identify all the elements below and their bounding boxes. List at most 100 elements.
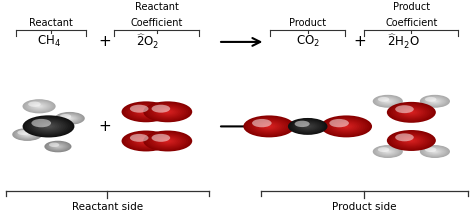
Circle shape (36, 105, 42, 108)
Circle shape (306, 126, 310, 127)
Circle shape (138, 138, 154, 144)
Circle shape (46, 142, 69, 151)
Circle shape (336, 122, 357, 131)
Circle shape (387, 130, 436, 151)
Circle shape (22, 99, 55, 113)
Circle shape (430, 99, 440, 103)
Circle shape (144, 140, 148, 142)
Circle shape (247, 117, 291, 136)
Circle shape (18, 131, 36, 138)
Circle shape (31, 103, 47, 110)
Circle shape (134, 107, 158, 117)
Circle shape (344, 126, 348, 127)
Circle shape (132, 106, 160, 118)
Circle shape (304, 125, 311, 128)
Circle shape (142, 110, 150, 114)
Circle shape (29, 118, 68, 135)
Text: Coefficient: Coefficient (385, 18, 438, 28)
Circle shape (320, 115, 372, 137)
Circle shape (384, 100, 392, 103)
Circle shape (393, 133, 430, 148)
Circle shape (136, 137, 156, 145)
Circle shape (265, 124, 273, 128)
Circle shape (301, 124, 314, 129)
Circle shape (166, 140, 170, 142)
Circle shape (420, 95, 450, 108)
Circle shape (162, 109, 174, 114)
Circle shape (261, 123, 278, 130)
Circle shape (395, 105, 428, 119)
Circle shape (380, 98, 395, 104)
Circle shape (401, 108, 421, 117)
Circle shape (263, 124, 275, 129)
Circle shape (391, 104, 432, 121)
Circle shape (151, 134, 184, 148)
Circle shape (375, 146, 401, 157)
Circle shape (338, 123, 355, 130)
Circle shape (134, 136, 158, 146)
Circle shape (128, 133, 164, 149)
Circle shape (31, 119, 66, 134)
Circle shape (40, 123, 57, 130)
Circle shape (395, 105, 414, 113)
Circle shape (374, 95, 401, 107)
Circle shape (160, 138, 176, 144)
Circle shape (300, 123, 316, 130)
Circle shape (373, 145, 403, 158)
Circle shape (20, 131, 35, 138)
Circle shape (160, 108, 176, 115)
Circle shape (243, 115, 295, 137)
Circle shape (18, 130, 29, 135)
Circle shape (424, 97, 446, 106)
Circle shape (295, 121, 310, 127)
Circle shape (164, 110, 172, 114)
Circle shape (401, 136, 421, 145)
Circle shape (29, 102, 49, 111)
Circle shape (126, 103, 166, 121)
Circle shape (383, 99, 393, 103)
Text: +: + (353, 34, 366, 49)
Circle shape (250, 118, 288, 135)
Circle shape (58, 114, 81, 123)
Circle shape (432, 100, 438, 102)
Circle shape (149, 133, 186, 149)
Circle shape (56, 112, 83, 124)
Text: Reactant: Reactant (135, 2, 179, 12)
Circle shape (383, 149, 393, 154)
Circle shape (124, 102, 169, 121)
Circle shape (410, 140, 413, 141)
Circle shape (157, 137, 178, 145)
Circle shape (35, 104, 43, 108)
Circle shape (140, 138, 152, 144)
Circle shape (121, 131, 171, 151)
Circle shape (16, 130, 38, 139)
Circle shape (403, 109, 419, 116)
Circle shape (386, 101, 389, 102)
Text: +: + (353, 119, 366, 134)
Circle shape (385, 150, 390, 153)
Circle shape (323, 116, 370, 137)
Circle shape (422, 96, 447, 107)
Circle shape (397, 106, 426, 118)
Circle shape (327, 118, 365, 135)
Circle shape (425, 147, 437, 152)
Circle shape (426, 148, 444, 155)
Circle shape (145, 102, 190, 121)
Circle shape (384, 150, 392, 153)
Circle shape (291, 119, 324, 134)
Circle shape (126, 132, 166, 150)
Circle shape (124, 131, 169, 150)
Text: Product: Product (289, 18, 326, 28)
Circle shape (23, 115, 74, 137)
Circle shape (246, 116, 292, 137)
Circle shape (254, 120, 284, 133)
Circle shape (258, 122, 280, 131)
Text: Coefficient: Coefficient (131, 18, 183, 28)
Circle shape (424, 147, 446, 156)
Circle shape (329, 119, 364, 134)
Circle shape (434, 101, 436, 102)
Circle shape (140, 109, 152, 114)
Circle shape (425, 97, 445, 106)
Circle shape (147, 103, 188, 121)
Circle shape (428, 99, 441, 104)
